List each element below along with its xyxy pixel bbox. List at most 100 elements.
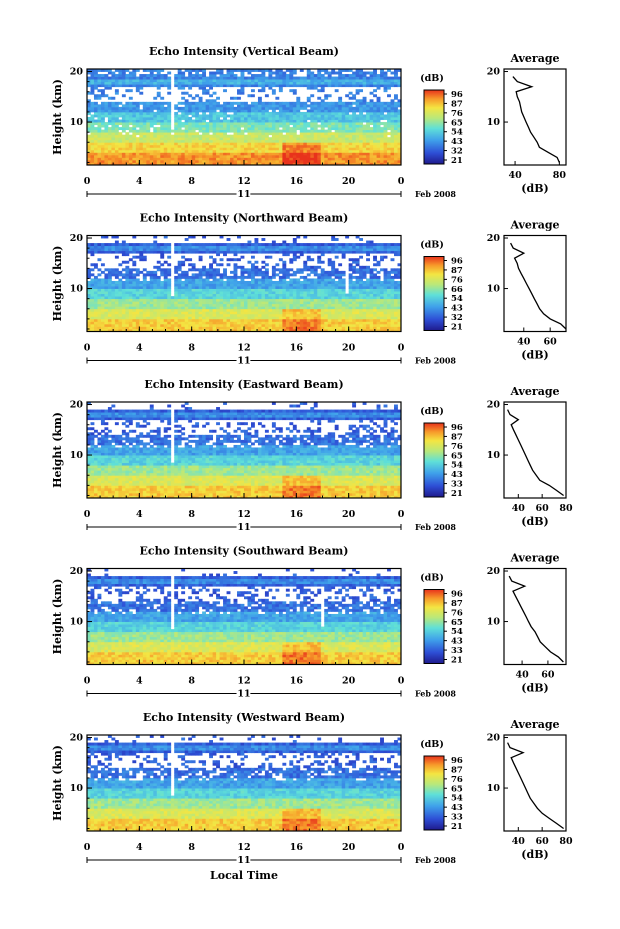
average-frame bbox=[503, 734, 567, 832]
average-frame bbox=[503, 68, 567, 166]
y-tick-label: 20 bbox=[70, 400, 84, 411]
colorbar-label: 43 bbox=[451, 470, 463, 480]
colorbar-label: 87 bbox=[451, 599, 463, 609]
x-tick-label: 4 bbox=[136, 676, 143, 687]
average-y-tick-label: 10 bbox=[487, 284, 501, 295]
average-line bbox=[507, 742, 564, 830]
x-tick-label: 4 bbox=[136, 343, 143, 354]
average-frame bbox=[503, 401, 567, 499]
day-label: 11 bbox=[237, 855, 250, 866]
heatmap bbox=[87, 69, 402, 166]
date-label: Feb 2008 bbox=[415, 356, 456, 366]
y-tick-label: 20 bbox=[70, 566, 84, 577]
average-x-label: (dB) bbox=[521, 515, 548, 528]
colorbar-label: 33 bbox=[451, 480, 463, 490]
x-tick-label: 12 bbox=[237, 842, 250, 853]
colorbar-label: 96 bbox=[451, 590, 463, 600]
x-tick-label: 8 bbox=[188, 509, 195, 520]
x-tick-label: 4 bbox=[136, 842, 143, 853]
x-tick-label: 0 bbox=[84, 176, 91, 187]
colorbar-label: 21 bbox=[451, 656, 463, 666]
date-label: Feb 2008 bbox=[415, 189, 456, 199]
colorbar-label: 32 bbox=[451, 147, 463, 157]
colorbar-label: 33 bbox=[451, 646, 463, 656]
average-frame bbox=[503, 234, 567, 333]
y-axis-label: Height (km) bbox=[51, 412, 64, 488]
x-tick-label: 0 bbox=[84, 343, 91, 354]
panel-title: Echo Intensity (Northward Beam) bbox=[140, 212, 349, 225]
day-label: 11 bbox=[237, 356, 250, 367]
x-tick-label: 12 bbox=[237, 676, 250, 687]
x-tick-label: 0 bbox=[84, 509, 91, 520]
x-tick-label: 0 bbox=[398, 176, 405, 187]
y-tick-label: 20 bbox=[70, 67, 84, 78]
date-label: Feb 2008 bbox=[415, 689, 456, 699]
day-label: 11 bbox=[237, 189, 250, 200]
x-tick-label: 8 bbox=[188, 176, 195, 187]
colorbar-unit: (dB) bbox=[420, 406, 444, 417]
colorbar-label: 66 bbox=[451, 285, 463, 295]
colorbar-label: 65 bbox=[451, 618, 463, 628]
x-tick-label: 16 bbox=[290, 176, 304, 187]
x-tick-label: 0 bbox=[84, 842, 91, 853]
x-tick-label: 0 bbox=[398, 343, 405, 354]
average-y-tick-label: 10 bbox=[487, 783, 501, 794]
colorbar-label: 87 bbox=[451, 266, 463, 276]
x-tick-label: 20 bbox=[342, 343, 356, 354]
average-y-tick-label: 10 bbox=[487, 117, 501, 128]
average-y-tick-label: 20 bbox=[487, 400, 501, 411]
x-tick-label: 4 bbox=[136, 509, 143, 520]
x-tick-label: 16 bbox=[290, 509, 304, 520]
average-x-tick-label: 80 bbox=[559, 836, 573, 847]
average-title: Average bbox=[509, 52, 559, 65]
y-tick-label: 20 bbox=[70, 733, 84, 744]
colorbar-label: 65 bbox=[451, 451, 463, 461]
panel-3: Echo Intensity (Eastward Beam) 20 10 Height… bbox=[51, 378, 573, 535]
y-tick-label: 20 bbox=[70, 233, 84, 244]
colorbar-label: 54 bbox=[451, 794, 463, 804]
colorbar-label: 96 bbox=[451, 756, 463, 766]
colorbar-label: 43 bbox=[451, 803, 463, 813]
colorbar-label: 96 bbox=[451, 257, 463, 267]
x-tick-label: 20 bbox=[342, 176, 356, 187]
panel-title: Echo Intensity (Eastward Beam) bbox=[144, 378, 343, 391]
x-tick-label: 20 bbox=[342, 509, 356, 520]
average-x-tick-label: 40 bbox=[512, 503, 526, 514]
colorbar-unit: (dB) bbox=[420, 739, 444, 750]
average-x-label: (dB) bbox=[521, 848, 548, 861]
colorbar bbox=[423, 422, 445, 498]
colorbar-label: 54 bbox=[451, 128, 463, 138]
day-label: 11 bbox=[237, 689, 250, 700]
y-tick-label: 10 bbox=[70, 450, 84, 461]
x-tick-label: 16 bbox=[290, 676, 304, 687]
average-y-tick-label: 20 bbox=[487, 233, 501, 244]
average-y-tick-label: 10 bbox=[487, 450, 501, 461]
average-x-tick-label: 40 bbox=[508, 170, 522, 181]
colorbar-label: 54 bbox=[451, 294, 463, 304]
average-x-tick-label: 60 bbox=[536, 503, 550, 514]
colorbar-label: 65 bbox=[451, 118, 463, 128]
panel-title: Echo Intensity (Westward Beam) bbox=[143, 711, 345, 724]
colorbar-label: 87 bbox=[451, 99, 463, 109]
average-line bbox=[512, 76, 560, 163]
colorbar bbox=[423, 755, 445, 831]
day-label: 11 bbox=[237, 522, 250, 533]
x-tick-label: 20 bbox=[342, 676, 356, 687]
average-y-tick-label: 20 bbox=[487, 67, 501, 78]
x-tick-label: 16 bbox=[290, 842, 304, 853]
average-title: Average bbox=[509, 718, 559, 731]
average-x-label: (dB) bbox=[521, 182, 548, 195]
colorbar-label: 21 bbox=[451, 156, 463, 166]
date-label: Feb 2008 bbox=[415, 855, 456, 865]
x-tick-label: 0 bbox=[398, 842, 405, 853]
heatmap bbox=[87, 402, 402, 499]
colorbar-label: 65 bbox=[451, 784, 463, 794]
x-tick-label: 16 bbox=[290, 343, 304, 354]
colorbar-label: 76 bbox=[451, 109, 463, 119]
colorbar-label: 76 bbox=[451, 275, 463, 285]
average-x-tick-label: 60 bbox=[544, 337, 558, 348]
average-x-label: (dB) bbox=[521, 682, 548, 695]
colorbar-label: 43 bbox=[451, 637, 463, 647]
average-x-tick-label: 80 bbox=[553, 170, 567, 181]
average-x-tick-label: 60 bbox=[536, 836, 550, 847]
